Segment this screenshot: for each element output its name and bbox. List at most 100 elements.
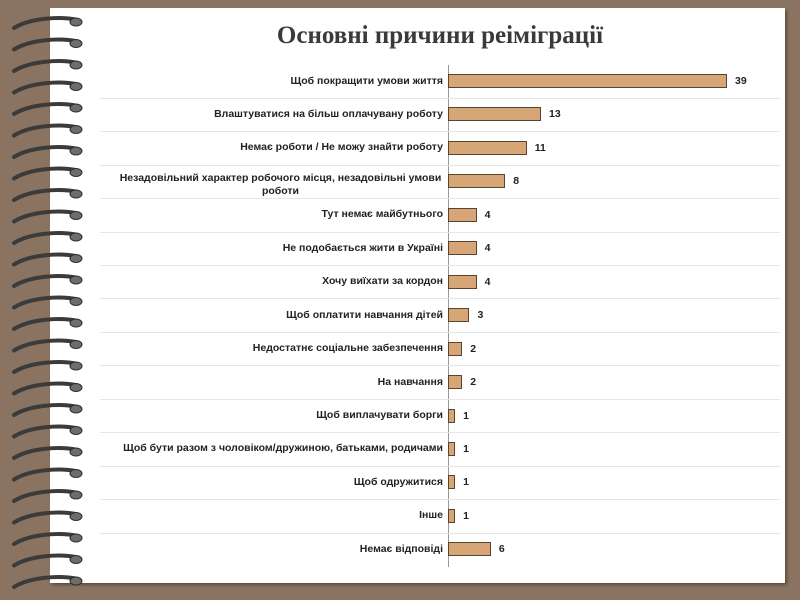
value-label: 13 <box>549 108 561 121</box>
spiral-hole <box>69 189 83 199</box>
bar <box>448 441 456 456</box>
row-separator <box>100 231 780 233</box>
row-separator <box>100 465 780 467</box>
spiral-hole <box>69 17 83 27</box>
category-label: Незадовільний характер робочого місця, н… <box>119 172 442 198</box>
spiral-ring <box>12 467 80 482</box>
bar <box>448 475 456 490</box>
spiral-ring <box>12 123 80 138</box>
spiral-hole <box>69 39 83 48</box>
category-label: Інше <box>419 509 443 522</box>
spiral-hole <box>69 168 83 177</box>
spiral-ring <box>12 274 80 288</box>
spiral-ring <box>12 59 80 73</box>
value-label: 2 <box>470 376 477 389</box>
value-label: 39 <box>735 75 747 87</box>
bar <box>448 241 477 256</box>
row-separator <box>100 331 780 333</box>
spiral-hole <box>69 254 83 263</box>
bar <box>448 174 506 189</box>
spiral-ring <box>12 381 80 396</box>
spiral-ring <box>12 510 80 525</box>
row-separator <box>100 432 780 434</box>
spiral-ring <box>12 102 80 116</box>
bar <box>448 341 463 356</box>
spiral-hole <box>69 232 83 242</box>
spiral-hole <box>69 297 83 306</box>
bar <box>448 207 477 222</box>
value-label: 1 <box>463 509 469 522</box>
row-separator <box>100 398 780 400</box>
spiral-hole <box>69 318 83 328</box>
category-label: Щоб виплачувати борги <box>316 409 443 421</box>
spiral-ring <box>12 295 80 310</box>
row-separator <box>100 198 780 200</box>
category-label: Не подобається жити в Україні <box>282 241 443 254</box>
spiral-hole <box>69 447 83 457</box>
row-separator <box>100 532 780 534</box>
row-separator <box>100 164 780 166</box>
row-separator <box>100 298 780 300</box>
spiral-ring <box>12 489 80 503</box>
value-label: 11 <box>534 141 546 154</box>
spiral-hole <box>69 361 83 371</box>
spiral-hole <box>69 340 83 349</box>
category-label: Немає роботи / Не можу знайти роботу <box>240 141 443 154</box>
row-separator <box>100 264 780 266</box>
spiral-hole <box>69 103 83 113</box>
category-label: Недостатнє соціальне забезпечення <box>252 342 443 355</box>
spiral-ring <box>12 145 80 159</box>
spiral-hole <box>69 426 83 435</box>
category-label: Влаштуватися на більш оплачувану роботу <box>214 107 443 120</box>
bar <box>448 74 727 88</box>
value-label: 3 <box>477 309 484 322</box>
bar <box>448 508 456 523</box>
spiral-ring <box>12 166 80 181</box>
spiral-ring <box>12 231 80 245</box>
spiral-hole <box>69 146 83 156</box>
category-label: На навчання <box>377 375 443 388</box>
spiral-ring <box>12 80 80 95</box>
bar <box>448 542 491 557</box>
category-label: Щоб оплатити навчання дітей <box>286 308 443 321</box>
bar <box>448 408 456 423</box>
category-label: Тут немає майбутнього <box>321 208 443 221</box>
spiral-ring <box>12 446 80 460</box>
spiral-ring <box>12 188 80 202</box>
spiral-ring <box>12 252 80 267</box>
value-label: 8 <box>513 175 520 188</box>
spiral-hole <box>69 576 83 586</box>
value-label: 1 <box>463 409 469 422</box>
spiral-hole <box>69 404 83 414</box>
spiral-ring <box>12 575 80 589</box>
spiral-hole <box>69 469 83 478</box>
row-separator <box>100 131 780 133</box>
value-label: 4 <box>484 208 491 221</box>
spiral-hole <box>69 125 83 134</box>
value-label: 6 <box>498 543 505 556</box>
bar <box>448 308 470 323</box>
spiral-ring <box>12 360 80 374</box>
page <box>50 8 785 583</box>
spiral-binding <box>12 16 83 589</box>
value-label: 4 <box>484 242 491 255</box>
value-label: 4 <box>484 275 491 288</box>
spiral-hole <box>69 211 83 220</box>
value-label: 1 <box>463 476 469 489</box>
value-label: 1 <box>463 442 469 455</box>
spiral-hole <box>69 82 83 91</box>
spiral-hole <box>69 60 83 70</box>
category-label: Немає відповіді <box>359 542 443 555</box>
category-label: Щоб покращити умови життя <box>290 74 444 87</box>
spiral-hole <box>69 555 83 564</box>
category-label: Щоб бути разом з чоловіком/дружиною, бат… <box>123 442 443 455</box>
spiral-ring <box>12 424 80 439</box>
chart-title: Основні причини реіміграції <box>276 22 604 49</box>
spiral-ring <box>12 403 80 417</box>
spiral-ring <box>12 317 80 331</box>
bar <box>448 107 541 122</box>
spiral-hole <box>69 383 83 392</box>
category-label: Щоб одружитися <box>353 475 443 488</box>
bar <box>448 375 463 390</box>
